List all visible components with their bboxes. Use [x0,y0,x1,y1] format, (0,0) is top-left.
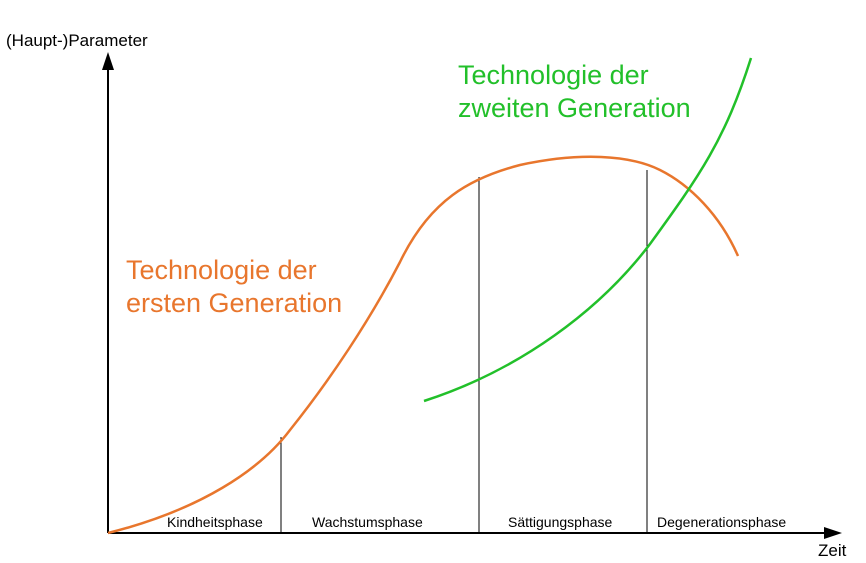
phase-label-childhood: Kindheitsphase [167,514,263,530]
y-axis-arrowhead [102,52,114,70]
second-generation-label-line1: Technologie der [458,60,649,90]
second-generation-label-line2: zweiten Generation [458,93,691,123]
first-generation-label-line1: Technologie der [126,255,317,285]
first-generation-curve [107,155,740,535]
first-generation-label-line2: ersten Generation [126,288,342,318]
phase-label-degeneration: Degenerationsphase [657,514,786,530]
phase-label-growth: Wachstumsphase [312,514,423,530]
x-axis-label: Zeit [818,541,847,560]
phase-label-saturation: Sättigungsphase [508,514,613,530]
second-generation-curve [423,57,753,403]
y-axis-label: (Haupt-)Parameter [6,31,148,50]
x-axis-arrowhead [824,527,842,539]
